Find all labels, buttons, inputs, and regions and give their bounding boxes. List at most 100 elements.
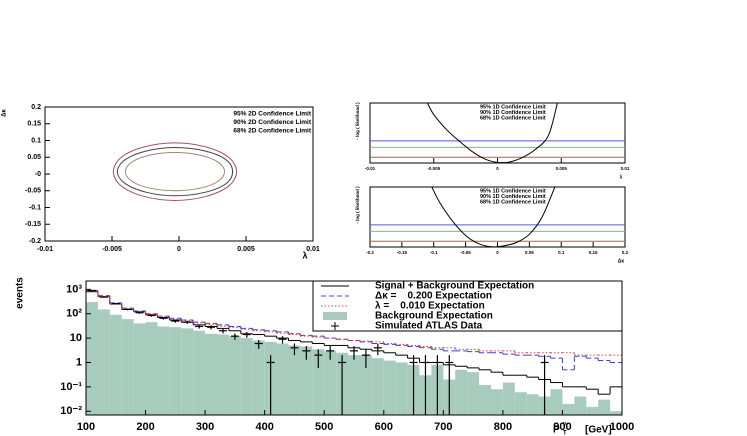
x-axis-label-unit: [GeV] — [585, 425, 612, 436]
background-bar — [157, 326, 170, 415]
x-tick-label: 400 — [255, 421, 273, 433]
legend-label: 68% 2D Confidence Limit — [233, 128, 311, 135]
legend-label: 68% 1D Confidence Limit — [480, 200, 546, 206]
x-tick-label: -0.005 — [427, 166, 440, 171]
y-axis-label: - log ( likelihood ) — [355, 186, 360, 224]
y-tick-label: -0.1 — [29, 204, 41, 211]
x-axis-label-base: P — [553, 425, 560, 436]
background-bar — [550, 389, 563, 415]
x-tick-label: 0.01 — [306, 246, 320, 253]
y-axis-label: events — [15, 277, 26, 309]
background-bar — [133, 323, 146, 415]
x-axis-label: λ — [302, 250, 307, 260]
background-bar — [169, 327, 182, 415]
x-axis-label-sup: γ — [563, 422, 567, 428]
y-tick-label: 10 — [70, 332, 82, 344]
legend-label: 95% 2D Confidence Limit — [233, 111, 311, 118]
background-bar — [490, 389, 503, 415]
x-axis-label: λ — [620, 174, 623, 180]
background-bar — [276, 343, 289, 415]
x-tick-label: 0.2 — [622, 250, 629, 255]
background-bar — [181, 328, 194, 415]
background-bar — [252, 340, 265, 415]
x-tick-label: 0 — [496, 166, 499, 171]
x-tick-label: -0.1 — [430, 250, 438, 255]
background-bar — [610, 411, 622, 415]
background-bar — [526, 394, 539, 415]
contour — [116, 147, 234, 197]
x-tick-label: 500 — [315, 421, 333, 433]
legend-label: 90% 1D Confidence Limit — [480, 110, 546, 116]
x-tick-label: 0 — [496, 250, 499, 255]
background-bar — [586, 406, 599, 415]
y-tick-label: -0.2 — [29, 238, 41, 245]
x-tick-label: 600 — [375, 421, 393, 433]
background-bar — [467, 372, 480, 415]
x-tick-label: 0.1 — [558, 250, 565, 255]
x-tick-label: 300 — [196, 421, 214, 433]
y-tick-label: -0.05 — [25, 188, 41, 195]
background-bar — [562, 403, 575, 415]
contour — [124, 152, 226, 192]
legend-label: 90% 2D Confidence Limit — [233, 119, 311, 126]
legend-box — [312, 280, 623, 332]
x-tick-label: 800 — [494, 421, 512, 433]
y-tick-label: 0.1 — [31, 137, 41, 144]
x-tick-label: 0.01 — [621, 166, 630, 171]
background-bar — [97, 309, 110, 415]
x-tick-label: 200 — [136, 421, 154, 433]
background-bar — [502, 382, 515, 415]
background-bar — [324, 350, 337, 415]
x-tick-label: 100 — [77, 421, 95, 433]
legend-label: Δκ = 0.200 Expectation — [375, 291, 492, 302]
background-bar — [371, 358, 384, 415]
legend-label: 68% 1D Confidence Limit — [480, 116, 546, 122]
y-axis-label: - log ( likelihood ) — [355, 102, 360, 140]
x-tick-label: -0.01 — [37, 246, 53, 253]
background-bar — [193, 330, 206, 415]
likelihood-curve — [426, 103, 558, 163]
legend-label: 95% 1D Confidence Limit — [480, 188, 546, 194]
background-bar — [359, 355, 372, 415]
background-bar — [145, 322, 158, 415]
legend-swatch — [323, 312, 347, 320]
y-tick-label: 10⁻² — [60, 405, 82, 417]
background-bar — [228, 336, 241, 415]
x-tick-label: -0.05 — [460, 250, 471, 255]
y-tick-label: -0.15 — [25, 221, 41, 228]
background-bar — [312, 349, 325, 415]
x-tick-label: -0.01 — [365, 166, 376, 171]
legend-label: Simulated ATLAS Data — [375, 321, 483, 332]
y-tick-label: 0.05 — [27, 154, 41, 161]
x-tick-label: 0 — [177, 246, 181, 253]
background-bar — [217, 334, 229, 415]
likelihood-curve — [431, 187, 556, 247]
background-bar — [205, 333, 218, 415]
background-bar — [574, 396, 587, 415]
legend-label: 90% 1D Confidence Limit — [480, 194, 546, 200]
x-tick-label: 0.005 — [237, 246, 255, 253]
background-bar — [121, 319, 134, 415]
background-bar — [455, 369, 468, 415]
x-tick-label: 0.15 — [589, 250, 598, 255]
x-tick-label: 0.05 — [525, 250, 534, 255]
background-bar — [300, 346, 313, 415]
x-tick-label: -0.2 — [366, 250, 374, 255]
legend-label: Signal + Background Expectation — [375, 281, 534, 292]
background-bar — [383, 360, 396, 415]
x-tick-label: 700 — [434, 421, 452, 433]
background-bar — [288, 345, 301, 415]
legend-label: 95% 1D Confidence Limit — [480, 104, 546, 110]
y-tick-label: 10³ — [66, 283, 82, 295]
x-tick-label: -0.15 — [397, 250, 408, 255]
y-tick-label: 10² — [66, 308, 82, 320]
y-tick-label: 10⁻¹ — [60, 381, 82, 393]
y-tick-label: 0.2 — [31, 104, 41, 111]
y-tick-label: -0 — [35, 171, 41, 178]
background-bar — [240, 338, 253, 415]
background-bar — [395, 362, 408, 415]
x-tick-label: 1000 — [610, 421, 634, 433]
legend-label: Background Expectation — [375, 311, 493, 322]
x-tick-label: 900 — [553, 421, 571, 433]
